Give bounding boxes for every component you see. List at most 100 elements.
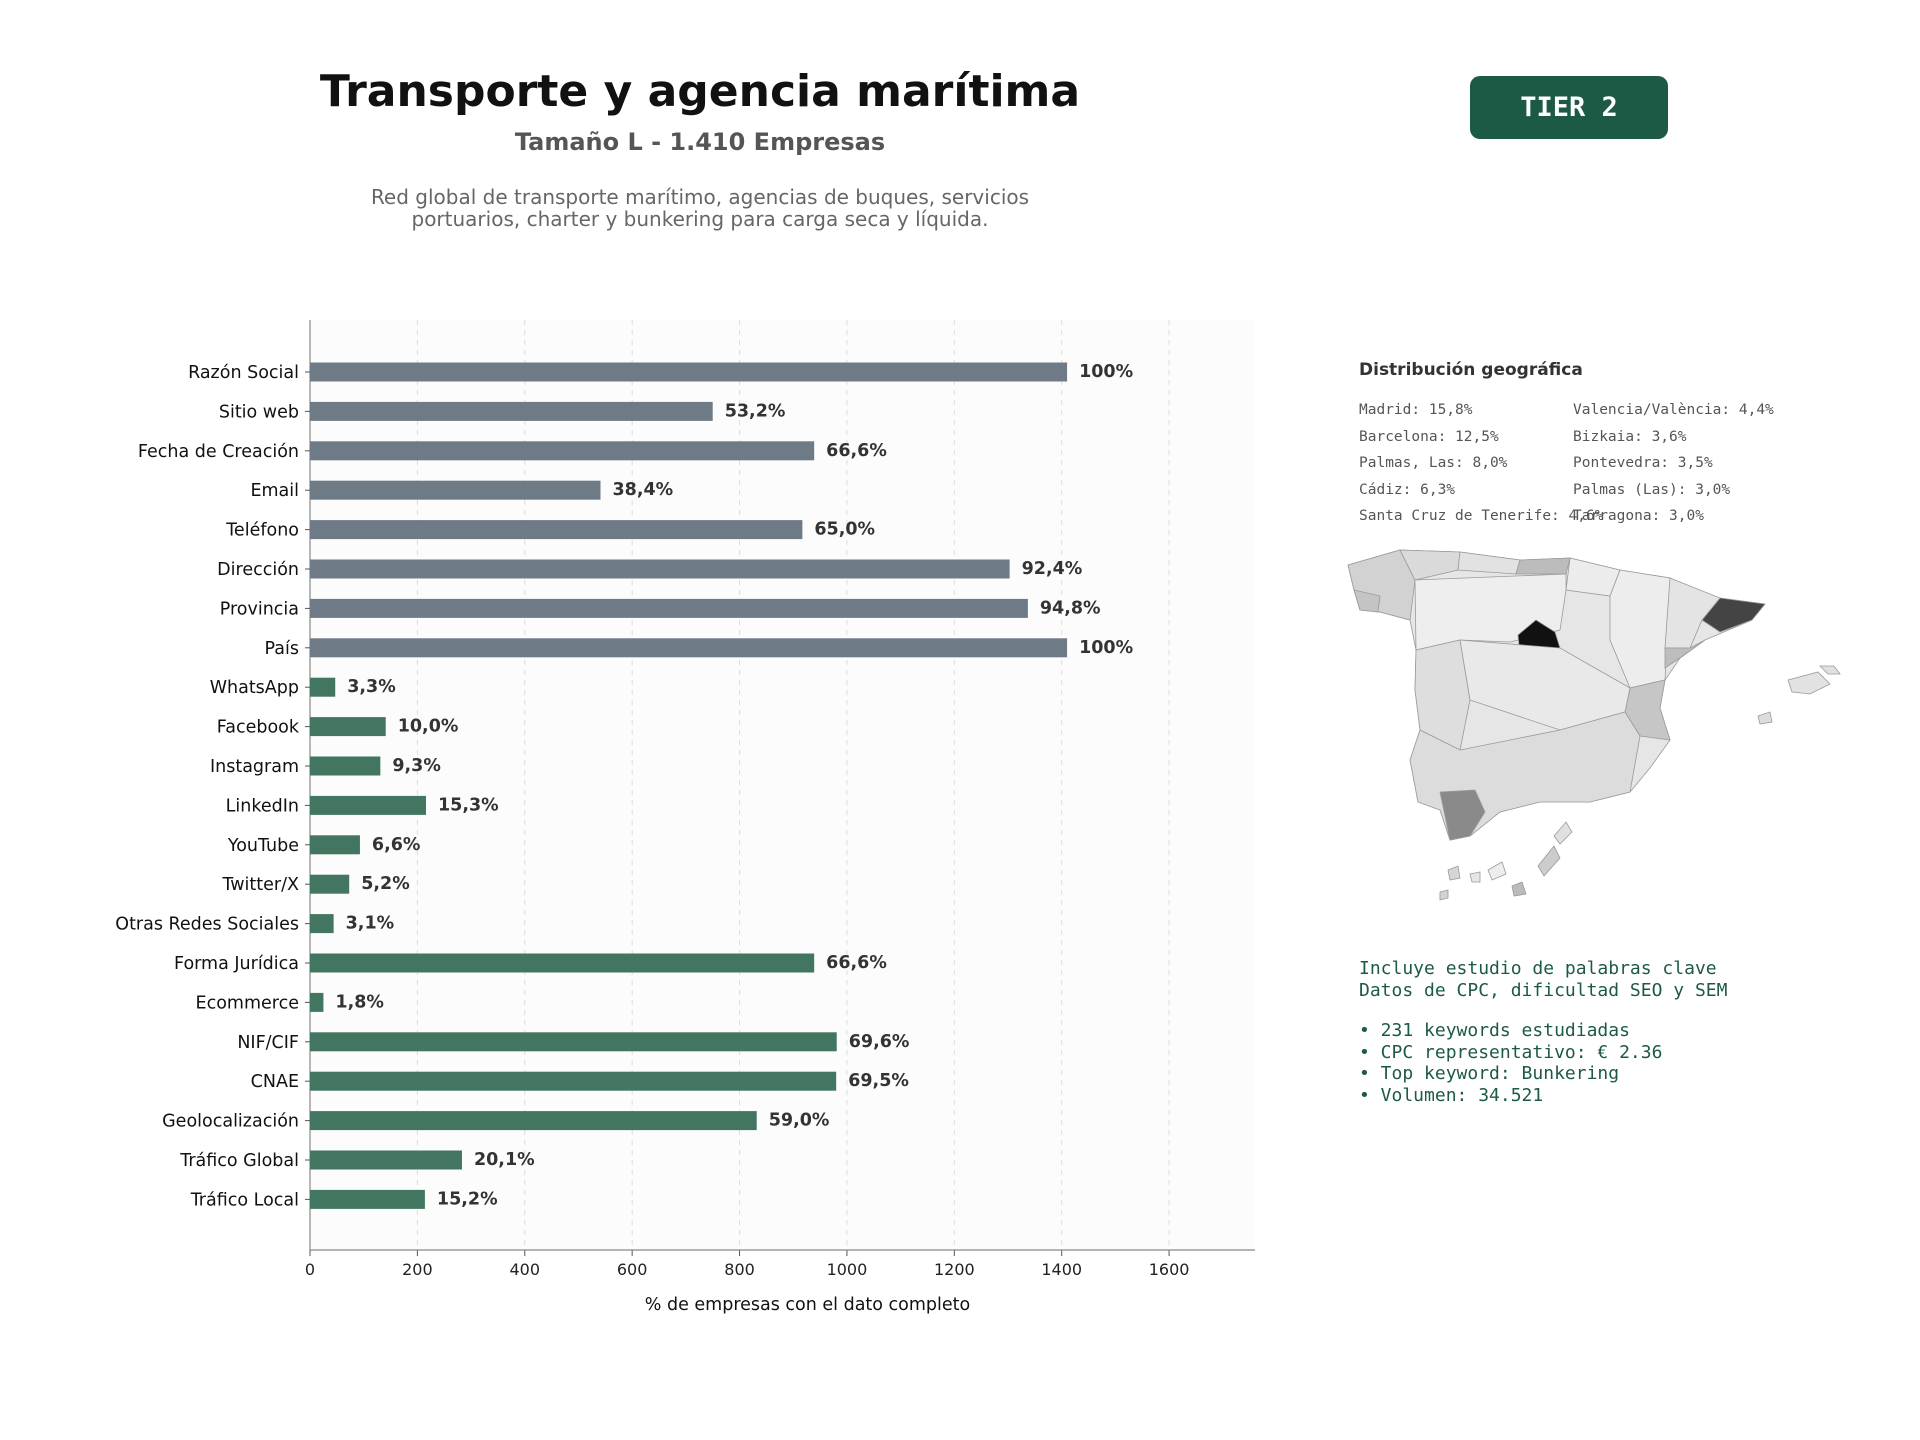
x-tick-label: 1600: [1149, 1260, 1190, 1279]
category-label: País: [265, 639, 299, 659]
keywords-bullet: • Volumen: 34.521: [1359, 1084, 1544, 1106]
bar: [310, 795, 426, 815]
category-label: NIF/CIF: [237, 1033, 299, 1053]
value-label: 15,2%: [437, 1189, 498, 1209]
value-label: 69,6%: [849, 1032, 910, 1052]
category-label: Dirección: [217, 560, 299, 580]
bar: [310, 598, 1028, 618]
bar: [310, 953, 815, 973]
x-tick-label: 600: [617, 1260, 648, 1279]
bar: [310, 1189, 425, 1209]
x-axis-title: % de empresas con el dato completo: [645, 1295, 970, 1315]
bar: [310, 835, 360, 855]
keywords-panel: Incluye estudio de palabras clave Datos …: [1359, 958, 1727, 1106]
keywords-bullet: • CPC representativo: € 2.36: [1359, 1041, 1663, 1063]
bar: [310, 480, 601, 500]
page-title: Transporte y agencia marítima: [319, 66, 1081, 117]
geo-distribution-title: Distribución geográfica: [1359, 360, 1583, 380]
cadiz-province: [1439, 789, 1486, 841]
value-label: 59,0%: [769, 1111, 830, 1131]
x-tick-label: 400: [509, 1260, 540, 1279]
bar: [310, 677, 336, 697]
geo-item: Bizkaia: 3,6%: [1573, 428, 1687, 445]
bar: [310, 1150, 462, 1170]
balearic-islands: [1819, 665, 1841, 675]
bizkaia-province: [1515, 557, 1571, 575]
category-label: Otras Redes Sociales: [115, 915, 299, 935]
category-label: Teléfono: [225, 521, 299, 541]
geo-item: Palmas (Las): 3,0%: [1573, 481, 1731, 498]
balearic-islands: [1787, 671, 1831, 695]
bar: [310, 874, 350, 894]
bar: [310, 1071, 837, 1091]
canary-islands: [1511, 881, 1527, 897]
spain-choropleth-map: [1347, 549, 1841, 901]
value-label: 66,6%: [826, 953, 887, 973]
geo-distribution-list: Madrid: 15,8% Valencia/València: 4,4% Ba…: [1359, 397, 1819, 530]
keywords-bullet: • 231 keywords estudiadas: [1359, 1020, 1630, 1041]
category-label: Instagram: [210, 757, 299, 777]
value-label: 53,2%: [725, 401, 786, 421]
category-label: Fecha de Creación: [138, 442, 299, 462]
category-label: CNAE: [251, 1072, 299, 1092]
bar: [310, 1032, 837, 1052]
sector-description: Red global de transporte marítimo, agenc…: [300, 186, 1100, 230]
value-label: 69,5%: [848, 1071, 909, 1091]
bar: [310, 992, 324, 1012]
x-tick-label: 200: [402, 1260, 433, 1279]
value-label: 1,8%: [335, 992, 384, 1012]
category-label: Email: [250, 481, 299, 501]
category-label: Tráfico Local: [190, 1190, 299, 1210]
description-line: portuarios, charter y bunkering para car…: [411, 207, 989, 231]
keywords-bullet: • Top keyword: Bunkering: [1359, 1063, 1620, 1084]
category-label: Provincia: [220, 599, 299, 619]
category-label: Twitter/X: [221, 875, 299, 895]
keywords-bullet-list: • 231 keywords estudiadas • CPC represen…: [1359, 1020, 1727, 1106]
category-label: Sitio web: [219, 402, 299, 422]
value-label: 65,0%: [814, 520, 875, 540]
category-label: Ecommerce: [196, 993, 299, 1013]
bar: [310, 441, 815, 461]
value-label: 15,3%: [438, 795, 499, 815]
geo-item: Tarragona: 3,0%: [1573, 508, 1704, 524]
value-label: 100%: [1079, 638, 1133, 658]
canary-islands: [1447, 865, 1461, 881]
category-label: Forma Jurídica: [174, 954, 299, 974]
geo-item: Palmas, Las: 8,0%: [1359, 455, 1508, 471]
geo-item: Valencia/València: 4,4%: [1573, 402, 1774, 418]
category-label: LinkedIn: [226, 796, 299, 816]
x-tick-label: 0: [305, 1260, 315, 1279]
geo-item: Madrid: 15,8%: [1359, 402, 1473, 418]
value-label: 5,2%: [361, 874, 410, 894]
tarragona-province: [1664, 639, 1706, 669]
value-label: 9,3%: [392, 756, 441, 776]
value-label: 20,1%: [474, 1150, 535, 1170]
catalonia-region: [1664, 577, 1721, 649]
cantabria-region: [1457, 551, 1521, 575]
balearic-islands: [1757, 711, 1773, 725]
keywords-heading: Incluye estudio de palabras clave: [1359, 958, 1717, 979]
category-label: Geolocalización: [162, 1112, 299, 1132]
bar: [310, 756, 381, 776]
tier-badge: TIER 2: [1470, 76, 1668, 139]
bar: [310, 520, 803, 540]
geo-item: Santa Cruz de Tenerife: 4,6%: [1359, 508, 1604, 524]
bar: [310, 638, 1068, 658]
value-label: 66,6%: [826, 441, 887, 461]
plot-background: [310, 320, 1255, 1250]
x-tick-label: 800: [724, 1260, 755, 1279]
canary-islands: [1487, 861, 1507, 881]
geo-item: Barcelona: 12,5%: [1359, 428, 1499, 445]
canary-islands: [1537, 845, 1561, 877]
geo-item: Pontevedra: 3,5%: [1573, 455, 1713, 471]
bar: [310, 401, 713, 421]
canary-islands: [1439, 889, 1449, 901]
value-label: 3,3%: [347, 677, 396, 697]
value-label: 10,0%: [398, 717, 459, 737]
value-label: 3,1%: [346, 914, 395, 934]
geo-item: Cádiz: 6,3%: [1359, 481, 1456, 498]
bar: [310, 717, 386, 737]
category-label: Razón Social: [188, 363, 299, 383]
canary-islands: [1469, 871, 1481, 883]
bar: [310, 914, 334, 934]
